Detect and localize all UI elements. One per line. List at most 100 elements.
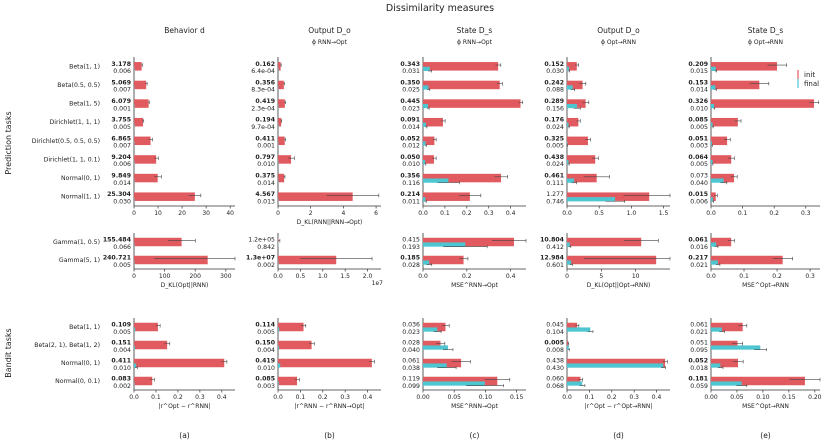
final-value-label: 0.111	[546, 180, 564, 187]
x-tick-label: 0.3	[340, 394, 350, 401]
final-value-label: 0.015	[690, 68, 708, 75]
init-bar	[278, 255, 337, 265]
final-value-label: 0.010	[257, 365, 275, 372]
init-value-label: 0.152	[544, 61, 564, 68]
init-bar	[278, 322, 304, 332]
init-bar	[134, 358, 225, 368]
init-value-label: 0.185	[400, 255, 420, 262]
x-tick-label: 0.4	[217, 394, 227, 401]
init-value-label: 3.178	[111, 61, 131, 68]
init-value-label: 0.064	[688, 154, 708, 161]
final-value-label: 0.156	[546, 105, 564, 112]
final-value-label: 0.003	[257, 383, 275, 390]
init-value-label: 0.419	[255, 98, 275, 105]
init-value-label: 0.061	[688, 237, 708, 244]
column-caption-b: (b)	[324, 431, 335, 440]
final-bar	[423, 122, 427, 127]
init-value-label: 0.194	[255, 117, 275, 124]
x-tick-label: 0.0	[273, 394, 283, 401]
final-bar	[567, 85, 573, 90]
final-value-label: 0.601	[546, 262, 564, 269]
column-caption-e: (e)	[760, 431, 771, 440]
x-tick-label: 0.1	[739, 273, 749, 280]
init-value-label: 0.061	[402, 358, 420, 365]
final-value-label: 0.040	[402, 347, 420, 354]
init-bar	[423, 80, 500, 90]
final-bar	[423, 363, 447, 368]
x-tick-label: 200	[189, 273, 201, 280]
final-value-label: 0.088	[546, 87, 564, 94]
init-value-label: 0.052	[400, 135, 420, 142]
init-value-label: 0.015	[688, 191, 708, 198]
x-axis-label: |r^RNN − r^RNN→Opt|	[294, 403, 364, 410]
panel-e-bot: 0.00 0.05 0.10 0.15 0.20 MSE^Opt→RNN 0.0610.02…	[688, 318, 822, 410]
final-value-label: 0.430	[546, 365, 564, 372]
final-value-label: 0.006	[113, 161, 131, 168]
final-value-label: 0.006	[690, 198, 708, 205]
x-tick-label: 0.2	[607, 394, 617, 401]
init-bar	[423, 237, 514, 247]
column-title-a: Behavior d	[164, 26, 205, 35]
init-value-label: 0.083	[111, 376, 131, 383]
final-value-label: 0.038	[402, 365, 420, 372]
init-value-label: 5.069	[111, 79, 131, 86]
x-tick-label: 0.4	[506, 210, 516, 217]
init-bar	[423, 62, 499, 71]
x-tick-label: 0.2	[462, 273, 472, 280]
init-bar	[711, 136, 728, 146]
init-bar	[134, 322, 158, 332]
init-value-label: 0.350	[400, 79, 420, 86]
final-value-label: 0.005	[113, 124, 131, 131]
category-label: Beta(1, 5)	[69, 101, 100, 108]
figure-suptitle: Dissimilarity measures	[386, 3, 494, 14]
final-bar	[423, 66, 430, 71]
x-tick-label: 0.10	[756, 394, 770, 401]
init-bar	[423, 155, 434, 164]
init-value-label: 0.085	[688, 117, 708, 124]
final-bar	[567, 363, 664, 368]
final-bar	[711, 85, 716, 90]
init-bar	[278, 136, 285, 146]
x-tick-label: 0	[565, 273, 569, 280]
x-axis-label: MSE^Opt→RNN	[742, 282, 789, 289]
final-value-label: 0.193	[402, 244, 420, 251]
final-value-label: 0.001	[257, 143, 275, 150]
init-bar	[278, 62, 281, 71]
final-value-label: 0.007	[113, 87, 131, 94]
x-tick-label: 0.0	[562, 210, 572, 217]
final-value-label: 0.006	[113, 68, 131, 75]
init-bar	[711, 376, 805, 386]
column-d: Output D_oϕ Opt→RNN(d)0.0 0.5 1.0 1.50.1520…	[540, 26, 671, 440]
category-label: Dirichlet(0.5, 0.5, 0.5)	[32, 138, 100, 145]
final-value-label: 0.010	[402, 161, 420, 168]
final-bar	[423, 141, 426, 146]
x-axis-label: |r^Opt − r^Opt→RNN|	[585, 403, 653, 410]
category-label: Beta(1, 1)	[69, 324, 100, 331]
init-bar	[423, 255, 464, 265]
x-tick-label: 6	[374, 210, 378, 217]
init-bar	[278, 173, 285, 183]
final-bar	[423, 85, 429, 90]
final-bar	[278, 363, 281, 368]
init-bar	[134, 136, 151, 146]
final-bar	[423, 103, 429, 109]
init-bar	[134, 62, 142, 71]
x-tick-label: 0.1	[151, 394, 161, 401]
